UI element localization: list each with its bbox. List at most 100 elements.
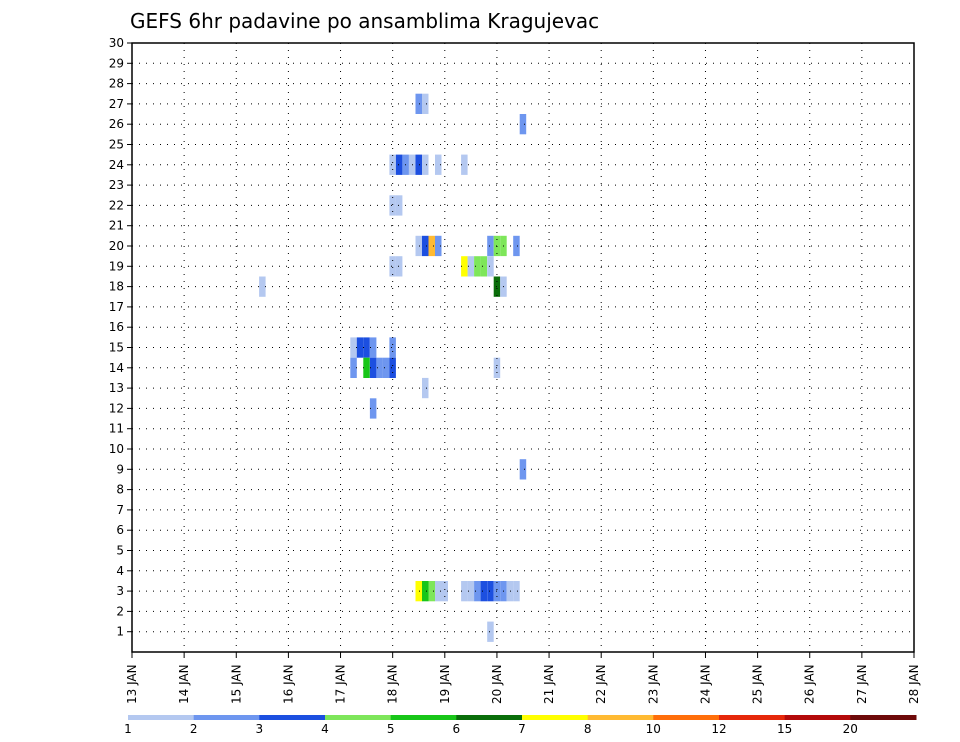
heatmap-cell (428, 581, 435, 602)
y-tick-label: 20 (109, 239, 124, 253)
heatmap-cell (415, 235, 422, 257)
heatmap-cell (389, 357, 396, 378)
colorbar-label: 1 (124, 722, 132, 736)
heatmap-cell (415, 581, 422, 602)
heatmap-cell (422, 235, 429, 257)
x-tick-label: 22 JAN (594, 664, 608, 704)
x-tick-label: 19 JAN (438, 664, 452, 704)
x-tick-label: 21 JAN (542, 664, 556, 704)
chart-title: GEFS 6hr padavine po ansamblima Kragujev… (130, 9, 599, 33)
x-tick-label: 25 JAN (751, 664, 765, 704)
x-tick-label: 28 JAN (907, 664, 921, 704)
heatmap-cell (350, 357, 357, 378)
heatmap-cell (461, 256, 468, 277)
x-axis: 13 JAN 14 JAN 15 JAN 16 JAN 17 JAN 18 JAN 19 J… (125, 652, 921, 704)
x-tick-label: 14 JAN (177, 664, 191, 704)
x-tick-label: 23 JAN (646, 664, 660, 704)
y-tick-label: 3 (116, 584, 124, 598)
y-tick-label: 2 (116, 604, 124, 618)
y-tick-label: 8 (116, 483, 124, 497)
heatmap-cell (395, 256, 403, 277)
y-tick-label: 15 (109, 341, 124, 355)
x-tick-label: 15 JAN (229, 664, 243, 704)
heatmap-cell (480, 256, 488, 277)
y-tick-label: 21 (109, 219, 124, 233)
y-tick-label: 17 (109, 300, 124, 314)
y-tick-label: 19 (109, 259, 124, 273)
heatmap-cell (376, 357, 383, 378)
heatmap-cell (519, 459, 527, 480)
heatmap-cell (395, 154, 403, 175)
colorbar-label: 15 (777, 722, 792, 736)
colorbar-label: 10 (646, 722, 661, 736)
colorbar-label: 20 (843, 722, 858, 736)
y-tick-label: 30 (109, 36, 124, 50)
heatmap-cell (506, 581, 514, 602)
cell-layer (259, 93, 527, 642)
colorbar-segment (850, 715, 917, 720)
heatmap-cell (513, 581, 520, 602)
colorbar-label: 2 (190, 722, 198, 736)
heatmap-cell (435, 581, 442, 602)
heatmap-cell (395, 195, 403, 216)
heatmap-cell (363, 357, 370, 378)
heatmap-cell (415, 154, 422, 175)
heatmap-cell (422, 154, 429, 175)
heatmap-cell (369, 337, 377, 358)
heatmap-cell (363, 337, 370, 358)
colorbar-segment (784, 715, 851, 720)
heatmap-cell (461, 154, 468, 175)
colorbar-segment (259, 715, 326, 720)
colorbar-segment (719, 715, 786, 720)
heatmap-cell (259, 276, 266, 297)
y-tick-label: 13 (109, 381, 124, 395)
heatmap-cell (422, 581, 429, 602)
heatmap-cell (389, 154, 396, 175)
y-tick-label: 11 (109, 422, 124, 436)
heatmap-cell (467, 256, 475, 277)
heatmap-cell (422, 377, 429, 399)
colorbar-label: 12 (711, 722, 726, 736)
colorbar-segment (193, 715, 260, 720)
x-tick-label: 24 JAN (698, 664, 712, 704)
x-tick-label: 27 JAN (855, 664, 869, 704)
colorbar: 1 2 3 4 5 6 7 8 10 12 15 20 (124, 715, 917, 736)
colorbar-segment (390, 715, 457, 720)
heatmap-cell (474, 256, 481, 277)
y-tick-label: 7 (116, 503, 124, 517)
heatmap-cell (428, 235, 435, 257)
colorbar-label: 7 (518, 722, 526, 736)
heatmap-cell (422, 93, 429, 114)
colorbar-segment (456, 715, 523, 720)
heatmap-cell (480, 581, 488, 602)
y-axis: 1234567891011121314151617181920212223242… (109, 36, 132, 639)
colorbar-segment (522, 715, 589, 720)
colorbar-segment (587, 715, 654, 720)
x-tick-label: 18 JAN (386, 664, 400, 704)
colorbar-label: 8 (584, 722, 592, 736)
heatmap-cell (369, 398, 377, 419)
y-tick-label: 25 (109, 138, 124, 152)
y-tick-label: 1 (116, 625, 124, 639)
x-tick-label: 20 JAN (490, 664, 504, 704)
grid-layer (131, 42, 915, 652)
heatmap-cell (461, 581, 468, 602)
y-tick-label: 4 (116, 564, 124, 578)
heatmap-cell (350, 337, 357, 358)
y-tick-label: 26 (109, 117, 124, 131)
heatmap-cell (487, 581, 494, 602)
heatmap-cell (487, 256, 494, 277)
heatmap-cell (369, 357, 377, 378)
heatmap-cell (487, 235, 494, 257)
colorbar-segment (325, 715, 392, 720)
heatmap-cell (382, 357, 390, 378)
y-tick-label: 22 (109, 198, 124, 212)
heatmap-cell (389, 337, 396, 358)
heatmap-cell (415, 93, 422, 114)
y-tick-label: 18 (109, 280, 124, 294)
y-tick-label: 27 (109, 97, 124, 111)
y-tick-label: 6 (116, 523, 124, 537)
y-tick-label: 12 (109, 401, 124, 415)
y-tick-label: 14 (109, 361, 124, 375)
